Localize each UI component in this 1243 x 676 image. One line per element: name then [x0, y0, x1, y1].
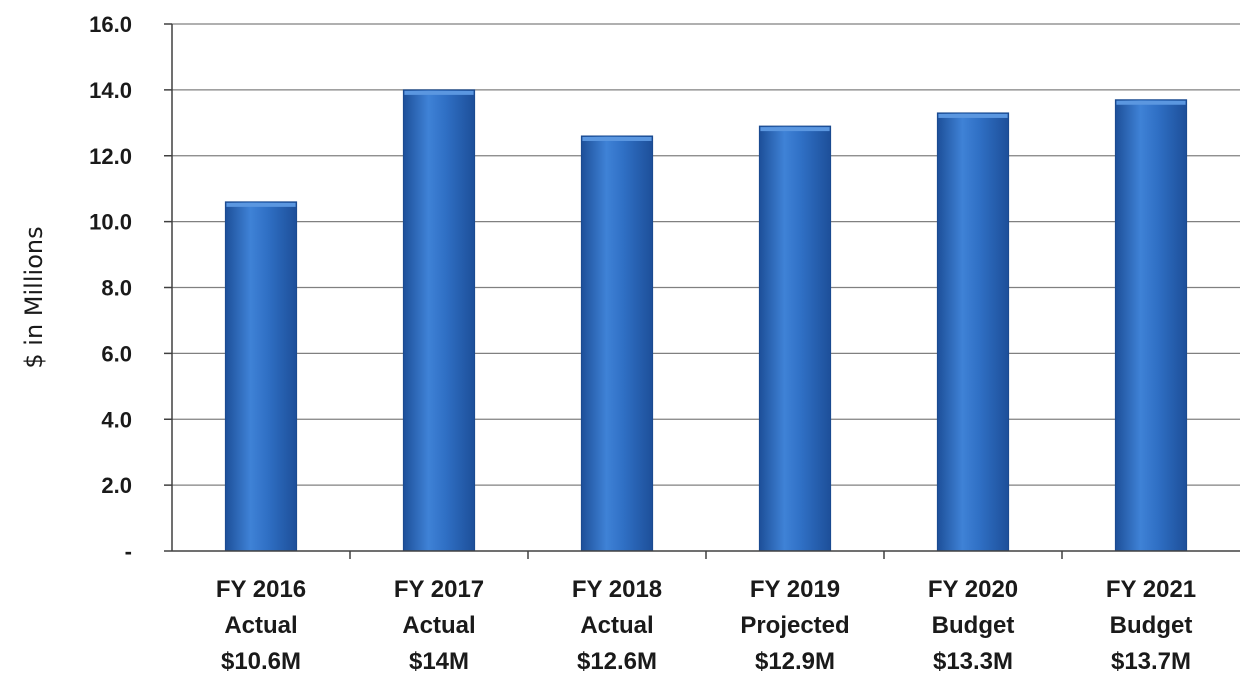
grid-lines	[172, 23, 1240, 486]
x-category-label: Actual	[402, 612, 475, 639]
x-category-label: Actual	[580, 612, 653, 639]
x-category-label: $14M	[409, 648, 469, 671]
x-category-label: FY 2020	[928, 576, 1018, 603]
bar	[936, 112, 1010, 552]
y-tick-label: 2.0	[101, 473, 132, 498]
y-tick-label: 16.0	[89, 12, 132, 37]
y-tick-label: 8.0	[101, 276, 132, 301]
x-category-label: Projected	[740, 612, 849, 639]
bar	[1114, 99, 1188, 552]
bar-highlight	[1116, 100, 1186, 105]
x-category-label: $12.9M	[755, 648, 835, 671]
bar	[224, 201, 298, 552]
x-category-labels: FY 2016 Actual $10.6M FY 2017 Actual $14M FY 2…	[216, 576, 1196, 675]
y-tick-label: 4.0	[101, 407, 132, 432]
bar-highlight	[760, 127, 830, 132]
x-category-label: FY 2017	[394, 576, 484, 603]
axes	[164, 23, 1240, 559]
x-category-label: FY 2018	[572, 576, 662, 603]
y-tick-labels: - 2.0 4.0 6.0 8.0 10.0 12.0 14.0 16.0	[89, 12, 132, 564]
x-category-label: Actual	[224, 612, 297, 639]
x-category-label: $10.6M	[221, 648, 301, 671]
bar	[758, 125, 832, 552]
y-axis-label: $ in Millions	[20, 226, 48, 368]
y-tick-label: 6.0	[101, 341, 132, 366]
bar	[402, 89, 476, 552]
bars	[224, 89, 1188, 552]
bar-highlight	[404, 90, 474, 95]
x-category-label: $13.7M	[1111, 648, 1191, 671]
x-category-label: FY 2019	[750, 576, 840, 603]
bar-highlight	[226, 202, 296, 207]
y-tick-label: 12.0	[89, 144, 132, 169]
bar-highlight	[582, 136, 652, 141]
y-tick-label: 10.0	[89, 210, 132, 235]
x-category-label: $13.3M	[933, 648, 1013, 671]
x-category-label: Budget	[1110, 612, 1193, 639]
x-category-label: Budget	[932, 612, 1015, 639]
x-category-label: FY 2016	[216, 576, 306, 603]
y-tick-label: -	[125, 539, 132, 564]
x-category-label: FY 2021	[1106, 576, 1196, 603]
bar	[580, 135, 654, 552]
y-tick-label: 14.0	[89, 78, 132, 103]
bar-highlight	[938, 113, 1008, 118]
x-category-label: $12.6M	[577, 648, 657, 671]
